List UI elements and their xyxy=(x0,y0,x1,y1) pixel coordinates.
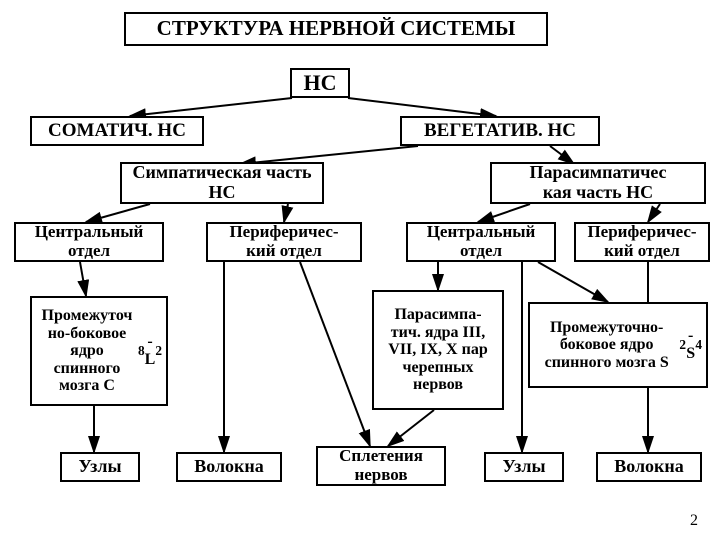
edge-4 xyxy=(86,204,150,222)
node-ns: НС xyxy=(290,68,350,98)
edge-7 xyxy=(648,204,660,222)
edge-5 xyxy=(284,204,288,222)
node-p2: Периферичес-кий отдел xyxy=(574,222,710,262)
node-m2: Парасимпа-тич. ядра III, VII, IX, X пар … xyxy=(372,290,504,410)
node-b5: Волокна xyxy=(596,452,702,482)
edge-6 xyxy=(478,204,530,222)
node-c2: Центральный отдел xyxy=(406,222,556,262)
edge-10 xyxy=(538,262,608,302)
node-b1: Узлы xyxy=(60,452,140,482)
node-b4: Узлы xyxy=(484,452,564,482)
node-b3: Сплетения нервов xyxy=(316,446,446,486)
node-p1: Периферичес-кий отдел xyxy=(206,222,362,262)
node-m3: Промежуточно-боковое ядро спинного мозга… xyxy=(528,302,708,388)
node-c1: Центральный отдел xyxy=(14,222,164,262)
node-b2: Волокна xyxy=(176,452,282,482)
node-title: СТРУКТУРА НЕРВНОЙ СИСТЕМЫ xyxy=(124,12,548,46)
edge-0 xyxy=(130,98,292,116)
edge-16 xyxy=(388,410,434,446)
node-somat: СОМАТИЧ. HC xyxy=(30,116,204,146)
edge-13 xyxy=(300,262,370,446)
node-parasymp: Парасимпатическая часть HC xyxy=(490,162,706,204)
page-number: 2 xyxy=(690,512,698,530)
node-symp: Симпатическая часть HC xyxy=(120,162,324,204)
node-m1: Промежуточно-боковое ядро спинного мозга… xyxy=(30,296,168,406)
node-veget: ВЕГЕТАТИВ. HC xyxy=(400,116,600,146)
edge-1 xyxy=(348,98,496,116)
edge-8 xyxy=(80,262,86,296)
